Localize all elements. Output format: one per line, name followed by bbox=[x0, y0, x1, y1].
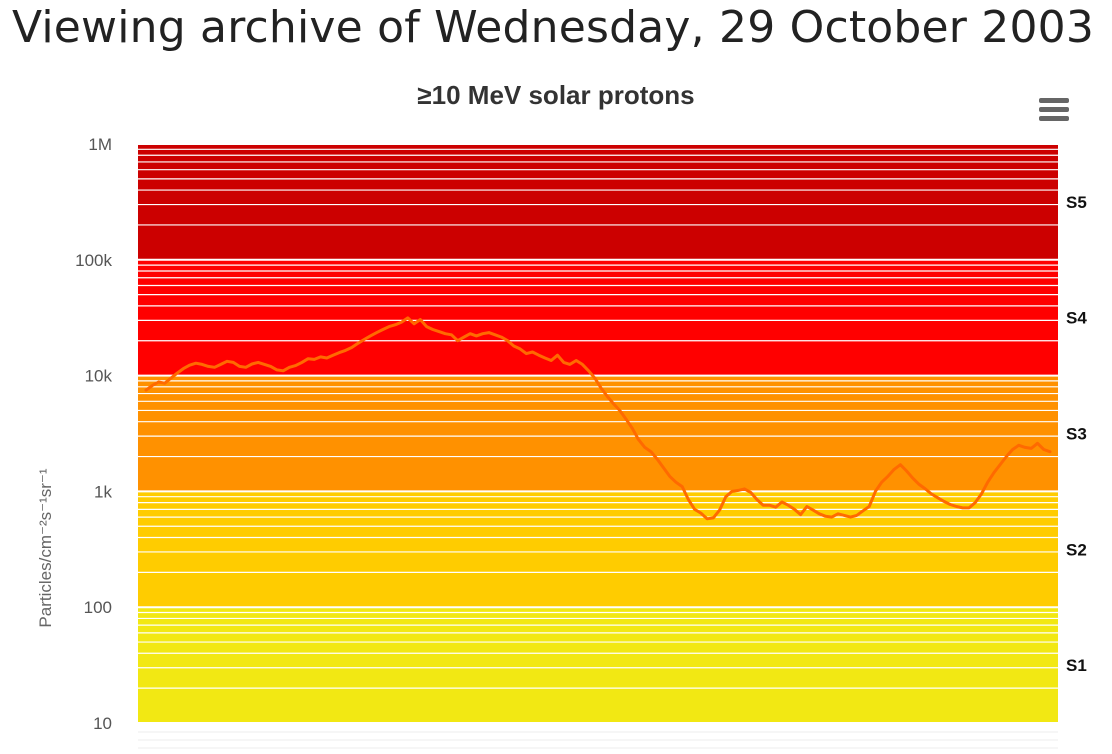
y-tick-label: 10k bbox=[85, 367, 113, 386]
storm-scale-label: S2 bbox=[1066, 540, 1087, 559]
y-tick-label: 1k bbox=[94, 482, 112, 501]
y-axis-title: Particles/cm⁻²s⁻¹sr⁻¹ bbox=[36, 468, 55, 627]
storm-scale-labels: S1 S2 S3 S4 S5 bbox=[1066, 193, 1087, 675]
y-axis-ticks: 10 100 1k 10k 100k 1M bbox=[75, 135, 112, 733]
band-2 bbox=[138, 375, 1058, 492]
band-1 bbox=[138, 491, 1058, 608]
storm-scale-label: S3 bbox=[1066, 425, 1087, 444]
storm-scale-label: S1 bbox=[1066, 656, 1087, 675]
series-line-0 bbox=[144, 316, 1052, 521]
chart-menu-button[interactable] bbox=[1034, 94, 1074, 126]
y-tick-label: 1M bbox=[88, 135, 112, 154]
storm-scale-label: S5 bbox=[1066, 193, 1087, 212]
band-0 bbox=[138, 607, 1058, 723]
y-tick-label: 100k bbox=[75, 251, 112, 270]
band-3 bbox=[138, 259, 1058, 376]
y-tick-label: 10 bbox=[93, 714, 112, 733]
flux-series bbox=[144, 316, 1052, 521]
storm-level-bands bbox=[138, 144, 1058, 723]
storm-scale-label: S4 bbox=[1066, 309, 1087, 328]
band-4 bbox=[138, 144, 1058, 260]
page-heading: Viewing archive of Wednesday, 29 October… bbox=[12, 2, 1095, 53]
y-tick-label: 100 bbox=[84, 598, 112, 617]
gridlines bbox=[138, 143, 1058, 749]
chart-title: ≥10 MeV solar protons bbox=[417, 80, 695, 110]
